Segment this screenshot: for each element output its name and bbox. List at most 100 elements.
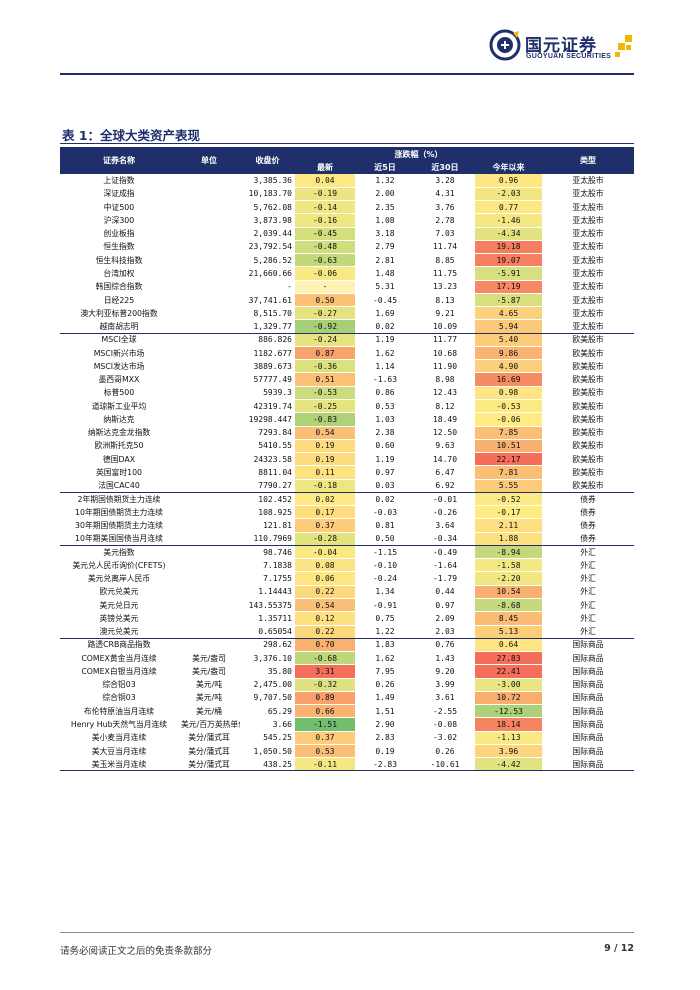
cell-5d: 1.19 — [355, 333, 415, 347]
cell-latest: 0.54 — [295, 426, 355, 440]
cell-latest: -0.83 — [295, 412, 355, 427]
cell-30d: 8.85 — [415, 253, 475, 268]
cell-latest: 0.51 — [295, 372, 355, 387]
cell-5d: 1.32 — [355, 174, 415, 188]
cell-close: 3,873.98 — [240, 213, 295, 228]
cell-ytd: 10.54 — [475, 585, 543, 600]
table-row: 日经225 37,741.61 0.50 -0.45 8.13 -5.87 亚太股市 — [60, 293, 635, 308]
table-row: 美元兑日元 143.55375 0.54 -0.91 0.97 -8.68 外汇 — [60, 598, 635, 613]
cell-unit — [178, 253, 240, 268]
table-row: 台湾加权 21,660.66 -0.06 1.48 11.75 -5.91 亚太股市 — [60, 266, 635, 281]
cell-unit — [178, 439, 240, 454]
cell-unit — [178, 479, 240, 493]
cell-close: 19298.447 — [240, 412, 295, 427]
cell-5d: 0.53 — [355, 399, 415, 414]
title-rule — [60, 143, 634, 144]
cell-unit — [178, 598, 240, 613]
cell-30d: 13.23 — [415, 280, 475, 294]
cell-ytd: -2.03 — [475, 187, 543, 202]
table-row: MSCI发达市场 3889.673 -0.36 1.14 11.90 4.90 欧美股市 — [60, 359, 635, 374]
table-row: 欧洲斯托克50 5410.55 0.19 0.60 9.63 10.51 欧美股市 — [60, 439, 635, 454]
table-row: 10年期国债期货主力连续 108.925 0.17 -0.03 -0.26 -0.17 债券 — [60, 505, 635, 520]
cell-name: 欧元兑美元 — [60, 585, 178, 600]
table-row: 澳元兑美元 0.65054 0.22 1.22 2.03 5.13 外汇 — [60, 625, 635, 639]
cell-30d: 10.09 — [415, 319, 475, 334]
table-row: 标普500 5939.3 -0.53 0.86 12.43 0.98 欧美股市 — [60, 386, 635, 401]
cell-5d: 0.03 — [355, 479, 415, 493]
cell-close: 143.55375 — [240, 598, 295, 613]
table-row: 美玉米当月连续 美分/蒲式耳 438.25 -0.11 -2.83 -10.61 -4.42… — [60, 757, 635, 772]
col-header-close: 收盘价 — [240, 147, 295, 174]
cell-type: 欧美股市 — [542, 452, 635, 467]
cell-unit — [178, 412, 240, 427]
cell-ytd: 1.88 — [475, 532, 543, 546]
cell-unit — [178, 200, 240, 215]
cell-name: MSCI新兴市场 — [60, 346, 178, 361]
table-title: 表 1：全球大类资产表现 — [62, 128, 201, 143]
cell-type: 亚太股市 — [542, 240, 635, 255]
cell-unit — [178, 625, 240, 639]
table-row: 英国富时100 8811.04 0.11 0.97 6.47 7.81 欧美股市 — [60, 465, 635, 480]
table-row: 纳斯达克 19298.447 -0.83 1.03 18.49 -0.06 欧美股市 — [60, 412, 635, 427]
cell-latest: -1.51 — [295, 717, 355, 732]
cell-close: 3.66 — [240, 717, 295, 732]
cell-unit: 美分/蒲式耳 — [178, 757, 240, 772]
cell-type: 欧美股市 — [542, 346, 635, 361]
cell-latest: -0.63 — [295, 253, 355, 268]
cell-type: 债券 — [542, 532, 635, 546]
cell-30d: -0.26 — [415, 505, 475, 520]
cell-type: 欧美股市 — [542, 333, 635, 347]
brand-logo: 国元证券 GUOYUAN SECURITIES — [489, 29, 639, 69]
cell-name: 上证指数 — [60, 174, 178, 188]
cell-ytd: 22.17 — [475, 452, 543, 467]
cell-type: 亚太股市 — [542, 213, 635, 228]
cell-latest: -0.68 — [295, 651, 355, 666]
cell-unit: 美分/蒲式耳 — [178, 744, 240, 759]
cell-5d: -2.83 — [355, 757, 415, 772]
cell-latest: 0.89 — [295, 691, 355, 706]
cell-type: 外汇 — [542, 558, 635, 573]
cell-ytd: -2.20 — [475, 571, 543, 586]
cell-name: 美玉米当月连续 — [60, 757, 178, 772]
cell-name: 越南胡志明 — [60, 319, 178, 334]
cell-close: 2,039.44 — [240, 227, 295, 241]
table-row: 综合铝03 美元/吨 2,475.00 -0.32 0.26 3.99 -3.00 国际商品 — [60, 678, 635, 692]
cell-name: 布伦特原油当月连续 — [60, 704, 178, 719]
cell-5d: -0.03 — [355, 505, 415, 520]
cell-name: 深证成指 — [60, 187, 178, 202]
cell-unit: 美元/吨 — [178, 678, 240, 692]
cell-ytd: -5.91 — [475, 266, 543, 281]
cell-name: 日经225 — [60, 293, 178, 308]
cell-unit — [178, 452, 240, 467]
cell-unit — [178, 518, 240, 533]
cell-ytd: -5.87 — [475, 293, 543, 308]
cell-latest: -0.18 — [295, 479, 355, 493]
cell-close: 108.925 — [240, 505, 295, 520]
cell-close: 121.81 — [240, 518, 295, 533]
cell-ytd: -0.06 — [475, 412, 543, 427]
cell-unit — [178, 346, 240, 361]
table-row: 美小麦当月连续 美分/蒲式耳 545.25 0.37 2.83 -3.02 -1.13 国际商… — [60, 731, 635, 745]
cell-close: 21,660.66 — [240, 266, 295, 281]
cell-5d: 0.60 — [355, 439, 415, 454]
cell-unit — [178, 213, 240, 228]
cell-ytd: -4.42 — [475, 757, 543, 772]
cell-5d: 0.02 — [355, 492, 415, 507]
cell-name: COMEX白银当月连续 — [60, 664, 178, 679]
cell-unit — [178, 266, 240, 281]
cell-5d: 2.38 — [355, 426, 415, 440]
cell-unit — [178, 399, 240, 414]
table-row: 路透CRB商品指数 298.62 0.70 1.83 0.76 0.64 国际商品 — [60, 638, 635, 653]
cell-close: 298.62 — [240, 638, 295, 653]
cell-30d: 3.61 — [415, 691, 475, 706]
cell-5d: 5.31 — [355, 280, 415, 294]
cell-name: 沪深300 — [60, 213, 178, 228]
cell-5d: 3.18 — [355, 227, 415, 241]
cell-30d: 11.90 — [415, 359, 475, 374]
cell-5d: 1.83 — [355, 638, 415, 653]
cell-ytd: 5.40 — [475, 333, 543, 347]
table-row: 纳斯达克金龙指数 7293.84 0.54 2.38 12.50 7.85 欧美股市 — [60, 426, 635, 440]
cell-name: 10年期美国国债当月连续 — [60, 532, 178, 546]
table-row: 道琼斯工业平均 42319.74 -0.25 0.53 8.12 -0.53 欧美股市 — [60, 399, 635, 414]
cell-close: 110.7969 — [240, 532, 295, 546]
